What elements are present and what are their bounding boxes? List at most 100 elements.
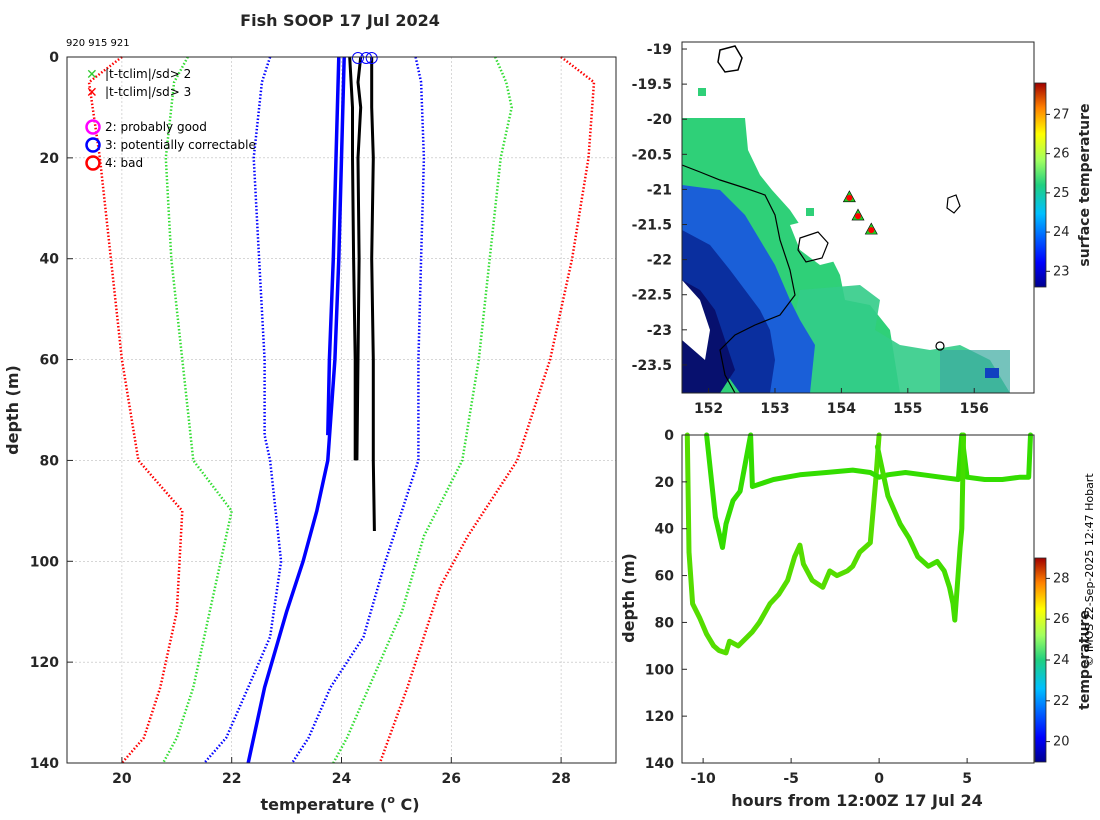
profile-line-climatology-mean-deep-	[246, 56, 346, 764]
track-point	[846, 194, 853, 201]
time-xtick-label: 0	[874, 771, 884, 787]
temperature-colorbar	[1034, 557, 1047, 763]
island-outline	[717, 45, 743, 73]
track-point	[855, 213, 861, 220]
time-xtick-label: -10	[690, 771, 716, 787]
profile-ytick-label: 100	[30, 554, 59, 570]
profile-legend: ✕ |t-tclim|/sd> 2 ✕ |t-tclim|/sd> 3 2: p…	[85, 67, 256, 171]
map-ytick-label: -20	[647, 112, 673, 128]
depth-time-axes-frame	[681, 434, 1035, 764]
map-axes-frame	[681, 41, 1035, 394]
sst-colorbar-tick-label: 25	[1053, 186, 1070, 201]
sst-cold-spot	[985, 368, 999, 378]
profile-ytick-label: 40	[40, 252, 60, 268]
profile-xtick-label: 28	[551, 771, 570, 787]
map-ytick-label: -22	[647, 253, 672, 269]
temperature-colorbar-tick-label: 22	[1053, 694, 1070, 709]
profile-start-marker	[360, 52, 373, 64]
profile-ylabel: depth (m)	[3, 365, 22, 455]
coastline	[682, 164, 796, 393]
legend-sd2-label: |t-tclim|/sd> 2	[105, 67, 191, 81]
profile-ytick-label: 140	[30, 756, 59, 772]
profile-ytick-label: 80	[40, 453, 60, 469]
profile-line-mean-3sd	[332, 56, 513, 764]
profile-xtick-label: 24	[332, 771, 352, 787]
legend-flag4-marker	[85, 155, 101, 171]
sst-colorbar-tick-label: 24	[1053, 225, 1070, 240]
track-point	[868, 227, 875, 234]
profile-line-profile-920	[355, 56, 363, 461]
temperature-colorbar-tick-label: 20	[1053, 735, 1070, 750]
sst-colorbar-tick-label: 26	[1053, 147, 1070, 162]
profile-ytick-label: 20	[40, 151, 60, 167]
reef-outline	[797, 231, 829, 263]
time-track-mid-tow	[874, 432, 967, 623]
map-xtick-label: 156	[960, 401, 989, 417]
sst-colorbar	[1034, 82, 1047, 288]
sst-pixel	[698, 88, 706, 96]
profile-line-profile-915	[370, 57, 376, 532]
profile-title: Fish SOOP 17 Jul 2024	[240, 11, 440, 30]
temperature-colorbar-tick-label: 28	[1053, 571, 1070, 586]
legend-sd3-label: |t-tclim|/sd> 3	[105, 85, 191, 99]
profile-line-climatology-mean	[326, 56, 341, 436]
profile-line-mean-2sd	[291, 56, 426, 764]
map-ytick-label: -20.5	[632, 147, 672, 163]
map-ytick-label: -19.5	[632, 77, 672, 93]
legend-flag3-marker	[85, 137, 101, 153]
time-ytick-label: 40	[655, 522, 675, 538]
map-field	[682, 45, 1010, 393]
time-xtick-label: -5	[783, 771, 799, 787]
profile-xtick-label: 20	[112, 771, 132, 787]
temperature-colorbar-tick-label: 24	[1053, 653, 1070, 668]
profile-line-mean-3sd	[162, 56, 234, 764]
time-track-late-tow	[704, 432, 1033, 550]
profile-line-profile-921	[348, 56, 357, 461]
profile-xtick-label: 22	[222, 771, 241, 787]
sst-cold-core	[682, 230, 775, 393]
map-ytick-label: -21.5	[632, 218, 672, 234]
profile-xtick-label: 26	[442, 771, 461, 787]
reef-outline-small	[946, 194, 961, 214]
legend-sd2-marker: ✕	[86, 67, 98, 83]
sst-map-panel: 152 153 154 155 156 -19 -19.5 -20 -20.5 -21 -21.5 -…	[632, 41, 1093, 417]
profile-start-marker	[365, 52, 378, 64]
profile-line-mean-4sd	[378, 56, 596, 764]
cloud-gap	[790, 215, 850, 265]
map-ytick-label: -21	[647, 182, 672, 198]
sst-colorbar-tick-label: 27	[1053, 107, 1070, 122]
temperature-colorbar-label: temperature	[1077, 610, 1093, 710]
map-ytick-label: -22.5	[632, 288, 672, 304]
legend-sd3-marker: ✕	[86, 85, 98, 101]
time-track-early-tow	[684, 432, 882, 656]
sst-cool-band	[682, 185, 815, 393]
legend-flag2-marker	[85, 119, 101, 135]
sst-colorbar-tick-label: 23	[1053, 264, 1070, 279]
map-xtick-label: 152	[694, 401, 723, 417]
cloud-coastal	[682, 280, 710, 360]
profile-xlabel: temperature (o C)	[260, 793, 419, 814]
map-xtick-label: 154	[827, 401, 856, 417]
temperature-colorbar-tick-label: 26	[1053, 612, 1070, 627]
time-ytick-label: 80	[655, 615, 675, 631]
profile-ytick-label: 60	[40, 353, 60, 369]
sst-patch-east	[940, 350, 1010, 393]
profile-ids: 920 915 921	[66, 38, 130, 49]
map-ytick-label: -19	[647, 42, 672, 58]
time-xtick-label: 5	[962, 771, 972, 787]
time-ytick-label: 0	[664, 428, 674, 444]
profile-ytick-label: 0	[49, 50, 59, 66]
legend-flag4-label: 4: bad	[105, 156, 143, 170]
depth-time-ylabel: depth (m)	[619, 553, 638, 643]
imos-credit: © IMOS 22-Sep-2025 12:47 Hobart	[1083, 473, 1096, 667]
islet-outline	[935, 341, 945, 351]
time-ytick-label: 100	[645, 662, 674, 678]
depth-time-xlabel: hours from 12:00Z 17 Jul 24	[731, 791, 982, 810]
map-xtick-label: 155	[893, 401, 922, 417]
time-ytick-label: 20	[655, 475, 675, 491]
sst-pixel	[806, 208, 814, 216]
depth-time-panel: -10 -5 0 5 0 20 40 60 80 100 120 140 hours from 12:…	[619, 428, 1093, 810]
profile-start-marker	[351, 52, 364, 64]
legend-flag3-label: 3: potentially correctable	[105, 138, 256, 152]
